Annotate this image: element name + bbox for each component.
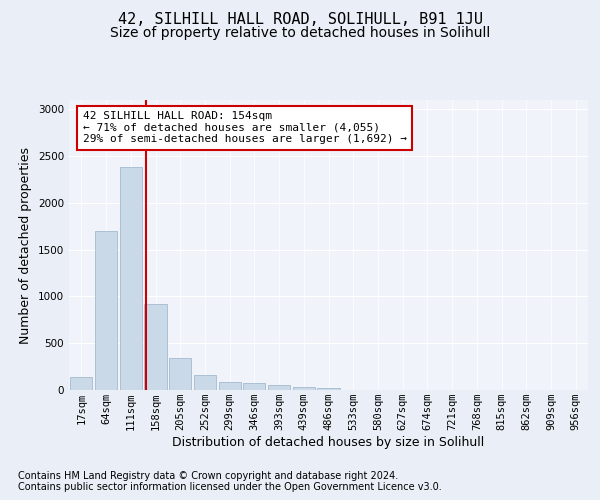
Text: 42, SILHILL HALL ROAD, SOLIHULL, B91 1JU: 42, SILHILL HALL ROAD, SOLIHULL, B91 1JU xyxy=(118,12,482,28)
Bar xyxy=(243,382,265,390)
X-axis label: Distribution of detached houses by size in Solihull: Distribution of detached houses by size … xyxy=(172,436,485,449)
Bar xyxy=(194,375,216,390)
Bar xyxy=(119,168,142,390)
Y-axis label: Number of detached properties: Number of detached properties xyxy=(19,146,32,344)
Text: Contains public sector information licensed under the Open Government Licence v3: Contains public sector information licen… xyxy=(18,482,442,492)
Bar xyxy=(218,382,241,390)
Text: 42 SILHILL HALL ROAD: 154sqm
← 71% of detached houses are smaller (4,055)
29% of: 42 SILHILL HALL ROAD: 154sqm ← 71% of de… xyxy=(83,111,407,144)
Text: Size of property relative to detached houses in Solihull: Size of property relative to detached ho… xyxy=(110,26,490,40)
Text: Contains HM Land Registry data © Crown copyright and database right 2024.: Contains HM Land Registry data © Crown c… xyxy=(18,471,398,481)
Bar xyxy=(70,377,92,390)
Bar xyxy=(293,386,315,390)
Bar xyxy=(317,388,340,390)
Bar xyxy=(145,304,167,390)
Bar xyxy=(95,231,117,390)
Bar xyxy=(268,385,290,390)
Bar xyxy=(169,358,191,390)
